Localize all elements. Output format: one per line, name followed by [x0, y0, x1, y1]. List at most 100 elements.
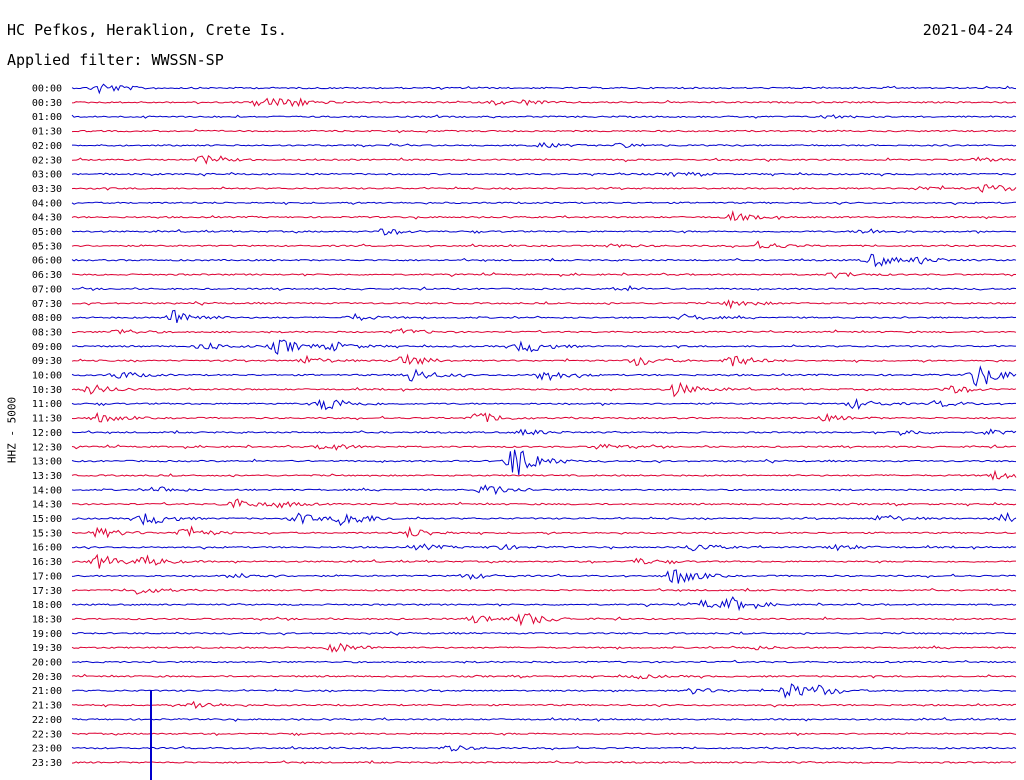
time-tick-label: 07:30: [32, 299, 62, 310]
time-tick-label: 22:30: [32, 729, 62, 740]
seismic-trace: [71, 443, 1017, 451]
seismic-trace: [71, 759, 1017, 765]
time-tick-label: 09:00: [32, 342, 62, 353]
seismic-trace: [71, 339, 1016, 355]
seismic-trace: [72, 271, 1017, 279]
seismic-trace: [71, 327, 1017, 335]
time-tick-label: 00:00: [32, 84, 62, 95]
filter-label: Applied filter: WWSSN-SP: [7, 51, 224, 69]
time-tick-label: 10:00: [32, 371, 62, 382]
seismic-trace: [71, 228, 1017, 236]
time-tick-label: 17:00: [32, 571, 62, 582]
seismic-trace: [71, 428, 1017, 437]
time-tick-label: 13:30: [32, 471, 62, 482]
time-tick-label: 05:30: [32, 241, 62, 252]
seismic-trace: [71, 309, 1017, 324]
time-tick-label: 11:00: [32, 399, 62, 410]
seismic-trace: [71, 613, 1016, 627]
time-tick-label: 11:30: [32, 414, 62, 425]
time-tick-label: 21:00: [32, 686, 62, 697]
time-tick-label: 15:30: [32, 528, 62, 539]
time-tick-label: 16:30: [32, 557, 62, 568]
seismic-trace: [71, 673, 1017, 680]
seismic-trace: [71, 171, 1017, 178]
seismic-trace: [71, 596, 1017, 612]
seismic-trace: [71, 642, 1017, 653]
time-tick-label: 23:00: [32, 744, 62, 755]
time-tick-label: 20:30: [32, 672, 62, 683]
seismic-trace: [71, 397, 1016, 411]
seismic-trace: [71, 553, 1016, 569]
seismic-trace: [71, 201, 1016, 206]
time-tick-label: 12:00: [32, 428, 62, 439]
time-tick-label: 05:00: [32, 227, 62, 238]
seismic-trace: [71, 745, 1017, 752]
seismic-trace: [71, 732, 1017, 737]
time-tick-label: 03:30: [32, 184, 62, 195]
seismic-trace: [71, 683, 1017, 699]
seismic-trace: [71, 353, 1017, 367]
seismic-trace: [71, 114, 1017, 119]
time-tick-label: 18:30: [32, 614, 62, 625]
seismic-trace: [71, 381, 1017, 398]
time-tick-label: 14:30: [32, 500, 62, 511]
seismic-trace: [71, 412, 1017, 423]
seismic-trace: [71, 700, 1016, 710]
seismic-trace: [71, 449, 1017, 476]
time-tick-label: 12:30: [32, 442, 62, 453]
time-tick-label: 01:00: [32, 112, 62, 123]
date-label: 2021-04-24: [922, 21, 1013, 39]
time-tick-label: 06:00: [32, 256, 62, 267]
time-tick-label: 09:30: [32, 356, 62, 367]
station-title: HC Pefkos, Heraklion, Crete Is.: [7, 21, 287, 39]
seismic-trace: [71, 525, 1017, 539]
seismic-trace: [71, 469, 1017, 481]
time-tick-label: 04:00: [32, 198, 62, 209]
seismic-trace: [71, 716, 1017, 722]
seismic-trace: [71, 184, 1017, 193]
seismic-trace: [71, 210, 1017, 222]
time-tick-label: 17:30: [32, 586, 62, 597]
time-tick-label: 08:30: [32, 327, 62, 338]
time-tick-label: 10:30: [32, 385, 62, 396]
seismic-trace: [72, 141, 1017, 149]
seismic-trace: [71, 155, 1017, 165]
seismic-trace: [72, 587, 1017, 595]
time-tick-label: 02:30: [32, 155, 62, 166]
time-tick-label: 01:30: [32, 127, 62, 138]
time-tick-label: 04:30: [32, 213, 62, 224]
time-tick-label: 21:30: [32, 701, 62, 712]
time-tick-label: 19:30: [32, 643, 62, 654]
seismic-trace: [71, 240, 1017, 249]
seismic-trace: [71, 253, 1017, 268]
seismic-trace: [71, 631, 1017, 636]
seismic-trace: [71, 284, 1017, 292]
time-tick-label: 03:00: [32, 170, 62, 181]
time-tick-label: 13:00: [32, 457, 62, 468]
seismic-trace: [71, 498, 1017, 509]
seismic-trace: [71, 543, 1017, 552]
time-tick-label: 14:00: [32, 485, 62, 496]
time-tick-label: 08:00: [32, 313, 62, 324]
time-tick-label: 02:00: [32, 141, 62, 152]
seismic-trace: [71, 365, 1017, 387]
seismic-trace: [71, 83, 1017, 95]
seismic-trace: [71, 659, 1017, 664]
time-tick-label: 00:30: [32, 98, 62, 109]
seismic-trace: [71, 511, 1017, 527]
time-tick-label: 22:00: [32, 715, 62, 726]
time-tick-label: 16:00: [32, 543, 62, 554]
time-tick-label: 07:00: [32, 284, 62, 295]
seismic-trace: [71, 299, 1017, 310]
seismic-trace: [71, 128, 1017, 134]
seismic-trace: [71, 97, 1017, 108]
time-tick-label: 18:00: [32, 600, 62, 611]
time-tick-label: 06:30: [32, 270, 62, 281]
seismic-trace: [71, 484, 1017, 496]
time-tick-label: 23:30: [32, 758, 62, 769]
time-tick-label: 20:00: [32, 658, 62, 669]
time-tick-label: 19:00: [32, 629, 62, 640]
time-tick-label: 15:00: [32, 514, 62, 525]
seismic-trace: [71, 569, 1017, 584]
